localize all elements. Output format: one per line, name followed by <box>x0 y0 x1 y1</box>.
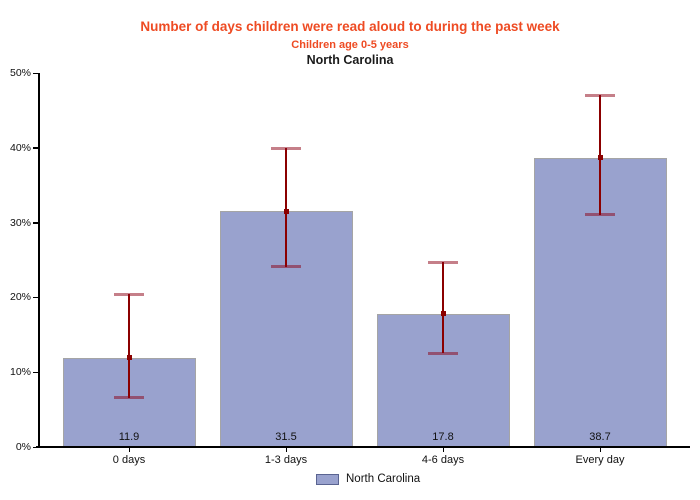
error-bar-line <box>285 147 287 268</box>
error-bar-cap-top <box>428 261 458 265</box>
error-bar-mean-marker <box>126 355 132 361</box>
error-bar-cap-bottom <box>428 351 458 355</box>
bar-value-label: 11.9 <box>118 431 140 443</box>
bar-value-label: 31.5 <box>275 431 297 443</box>
x-axis-tick <box>599 448 601 452</box>
bar-value-label: 17.8 <box>432 431 454 443</box>
y-axis-tick <box>33 371 38 374</box>
y-axis-tick <box>33 296 38 299</box>
legend-label: North Carolina <box>346 473 421 485</box>
y-axis-tick-label: 40% <box>9 141 31 154</box>
y-axis-tick <box>33 72 38 74</box>
x-axis-category-label: 0 days <box>112 454 146 466</box>
error-bar-mean-marker <box>597 155 603 161</box>
error-bar-line <box>128 294 130 399</box>
error-bar-mean-marker <box>440 311 446 317</box>
x-axis-category-label: Every day <box>575 454 625 466</box>
y-axis-tick-label: 10% <box>9 366 31 379</box>
y-axis-tick <box>33 222 38 224</box>
x-axis-tick <box>285 448 287 452</box>
y-axis-tick <box>33 446 38 448</box>
y-axis-tick-label: 0% <box>15 441 31 453</box>
x-axis-category-label: 1-3 days <box>264 454 308 466</box>
y-axis-tick <box>33 147 38 149</box>
error-bar-line <box>442 262 444 354</box>
legend: North Carolina <box>316 473 420 485</box>
x-axis-tick <box>442 448 444 452</box>
y-axis-tick-label: 30% <box>9 216 31 229</box>
error-bar-cap-bottom <box>271 265 301 269</box>
chart-title: Number of days children were read aloud … <box>140 19 560 34</box>
error-bar-mean-marker <box>283 208 289 214</box>
y-axis-tick-label: 20% <box>9 291 31 304</box>
error-bar-cap-top <box>585 94 615 98</box>
legend-color-swatch-icon <box>316 473 339 485</box>
bar-value-label: 38.7 <box>589 431 611 443</box>
x-axis-category-label: 4-6 days <box>421 454 465 466</box>
chart-region-title: North Carolina <box>306 53 394 67</box>
error-bar-cap-bottom <box>585 213 615 217</box>
chart-subtitle: Children age 0-5 years <box>291 39 409 51</box>
x-axis-tick <box>128 448 130 452</box>
x-axis-line <box>36 446 690 448</box>
y-axis-tick-label: 50% <box>9 67 31 79</box>
y-axis-line <box>38 73 40 448</box>
error-bar-cap-top <box>114 293 144 297</box>
error-bar-cap-bottom <box>114 396 144 400</box>
error-bar-cap-top <box>271 146 301 150</box>
